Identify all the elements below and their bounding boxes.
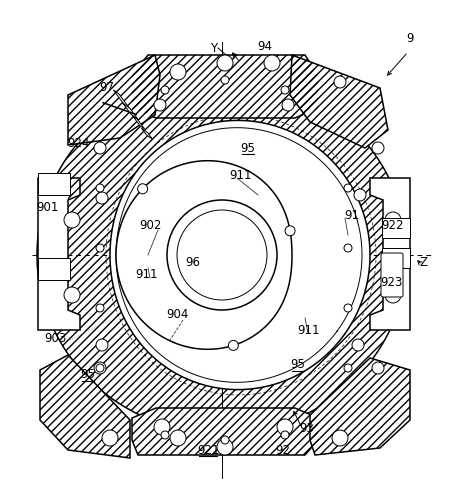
Text: 921: 921 <box>197 444 219 457</box>
FancyBboxPatch shape <box>381 253 403 297</box>
Circle shape <box>372 142 384 154</box>
Circle shape <box>102 430 118 446</box>
Polygon shape <box>132 55 318 118</box>
Circle shape <box>385 287 401 303</box>
Polygon shape <box>310 358 410 455</box>
Circle shape <box>177 210 267 300</box>
Text: Z: Z <box>420 256 428 269</box>
Polygon shape <box>116 161 292 349</box>
Circle shape <box>228 341 238 351</box>
Circle shape <box>354 189 366 201</box>
Text: 923: 923 <box>380 276 402 289</box>
Bar <box>38 258 70 280</box>
Text: 911: 911 <box>136 268 158 281</box>
Circle shape <box>96 244 104 252</box>
Text: 924: 924 <box>68 136 90 149</box>
Circle shape <box>221 76 229 84</box>
Circle shape <box>221 436 229 444</box>
Circle shape <box>138 184 147 194</box>
Circle shape <box>161 86 169 94</box>
Text: 911: 911 <box>229 169 251 182</box>
Circle shape <box>96 364 104 372</box>
Text: Y: Y <box>211 42 217 54</box>
Circle shape <box>344 244 352 252</box>
Bar <box>382 218 410 238</box>
Circle shape <box>96 184 104 192</box>
Text: 92: 92 <box>276 444 290 457</box>
Polygon shape <box>142 128 152 139</box>
Circle shape <box>161 431 169 439</box>
Text: 95: 95 <box>240 141 255 154</box>
Text: 94: 94 <box>258 40 272 52</box>
Polygon shape <box>40 355 130 458</box>
Circle shape <box>170 430 186 446</box>
Text: 902: 902 <box>139 218 161 231</box>
Text: 911: 911 <box>297 323 319 337</box>
Text: 97: 97 <box>100 80 115 94</box>
Polygon shape <box>113 90 131 110</box>
Circle shape <box>64 287 80 303</box>
Text: 904: 904 <box>166 308 188 321</box>
Circle shape <box>154 419 170 435</box>
Circle shape <box>385 212 401 228</box>
Polygon shape <box>123 103 138 120</box>
Circle shape <box>217 55 233 71</box>
Text: 93: 93 <box>299 422 314 435</box>
Circle shape <box>264 55 280 71</box>
Circle shape <box>170 64 186 80</box>
Circle shape <box>334 76 346 88</box>
Circle shape <box>96 339 108 351</box>
Circle shape <box>94 362 106 374</box>
Text: 922: 922 <box>382 218 404 231</box>
Circle shape <box>281 431 289 439</box>
Circle shape <box>332 430 348 446</box>
Polygon shape <box>37 76 407 434</box>
Circle shape <box>96 304 104 312</box>
Circle shape <box>277 419 293 435</box>
Polygon shape <box>68 55 160 145</box>
Circle shape <box>285 226 295 236</box>
Bar <box>382 248 410 268</box>
Polygon shape <box>132 408 318 455</box>
Circle shape <box>344 304 352 312</box>
Polygon shape <box>370 178 410 330</box>
Text: 901: 901 <box>36 201 58 213</box>
Circle shape <box>352 339 364 351</box>
Polygon shape <box>110 120 370 390</box>
Circle shape <box>217 439 233 455</box>
Circle shape <box>64 212 80 228</box>
Circle shape <box>372 362 384 374</box>
Text: 9: 9 <box>406 32 414 44</box>
Circle shape <box>282 99 294 111</box>
Bar <box>38 173 70 195</box>
Circle shape <box>344 184 352 192</box>
Circle shape <box>344 364 352 372</box>
Polygon shape <box>133 116 145 129</box>
Text: 95: 95 <box>81 369 96 381</box>
Polygon shape <box>290 55 388 148</box>
Text: 903: 903 <box>44 331 66 345</box>
Circle shape <box>281 86 289 94</box>
Circle shape <box>154 99 166 111</box>
Circle shape <box>96 192 108 204</box>
Text: 91: 91 <box>345 209 359 221</box>
Circle shape <box>94 142 106 154</box>
Text: 95: 95 <box>290 359 305 372</box>
Polygon shape <box>38 178 80 330</box>
Circle shape <box>167 200 277 310</box>
Text: 96: 96 <box>185 256 201 269</box>
